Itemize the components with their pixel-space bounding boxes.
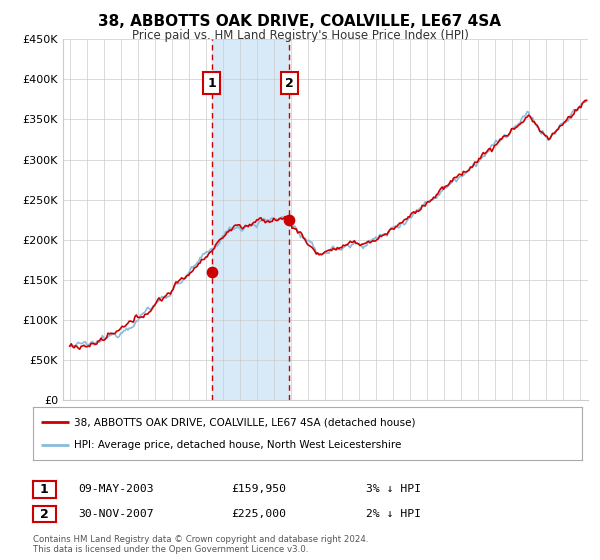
Text: 2% ↓ HPI: 2% ↓ HPI [366,509,421,519]
Text: 1: 1 [207,77,216,90]
Text: £225,000: £225,000 [231,509,286,519]
Point [284,216,294,225]
Text: 2: 2 [40,507,49,521]
Text: HPI: Average price, detached house, North West Leicestershire: HPI: Average price, detached house, Nort… [74,440,401,450]
Text: 09-MAY-2003: 09-MAY-2003 [78,484,154,494]
Text: Contains HM Land Registry data © Crown copyright and database right 2024.
This d: Contains HM Land Registry data © Crown c… [33,535,368,554]
Text: Price paid vs. HM Land Registry's House Price Index (HPI): Price paid vs. HM Land Registry's House … [131,29,469,42]
Bar [212,39,289,400]
Text: 38, ABBOTTS OAK DRIVE, COALVILLE, LE67 4SA (detached house): 38, ABBOTTS OAK DRIVE, COALVILLE, LE67 4… [74,417,416,427]
Text: 38, ABBOTTS OAK DRIVE, COALVILLE, LE67 4SA: 38, ABBOTTS OAK DRIVE, COALVILLE, LE67 4… [98,14,502,29]
Text: £159,950: £159,950 [231,484,286,494]
Point [207,268,217,277]
Text: 1: 1 [40,483,49,496]
Text: 30-NOV-2007: 30-NOV-2007 [78,509,154,519]
Text: 3% ↓ HPI: 3% ↓ HPI [366,484,421,494]
Text: 2: 2 [285,77,293,90]
